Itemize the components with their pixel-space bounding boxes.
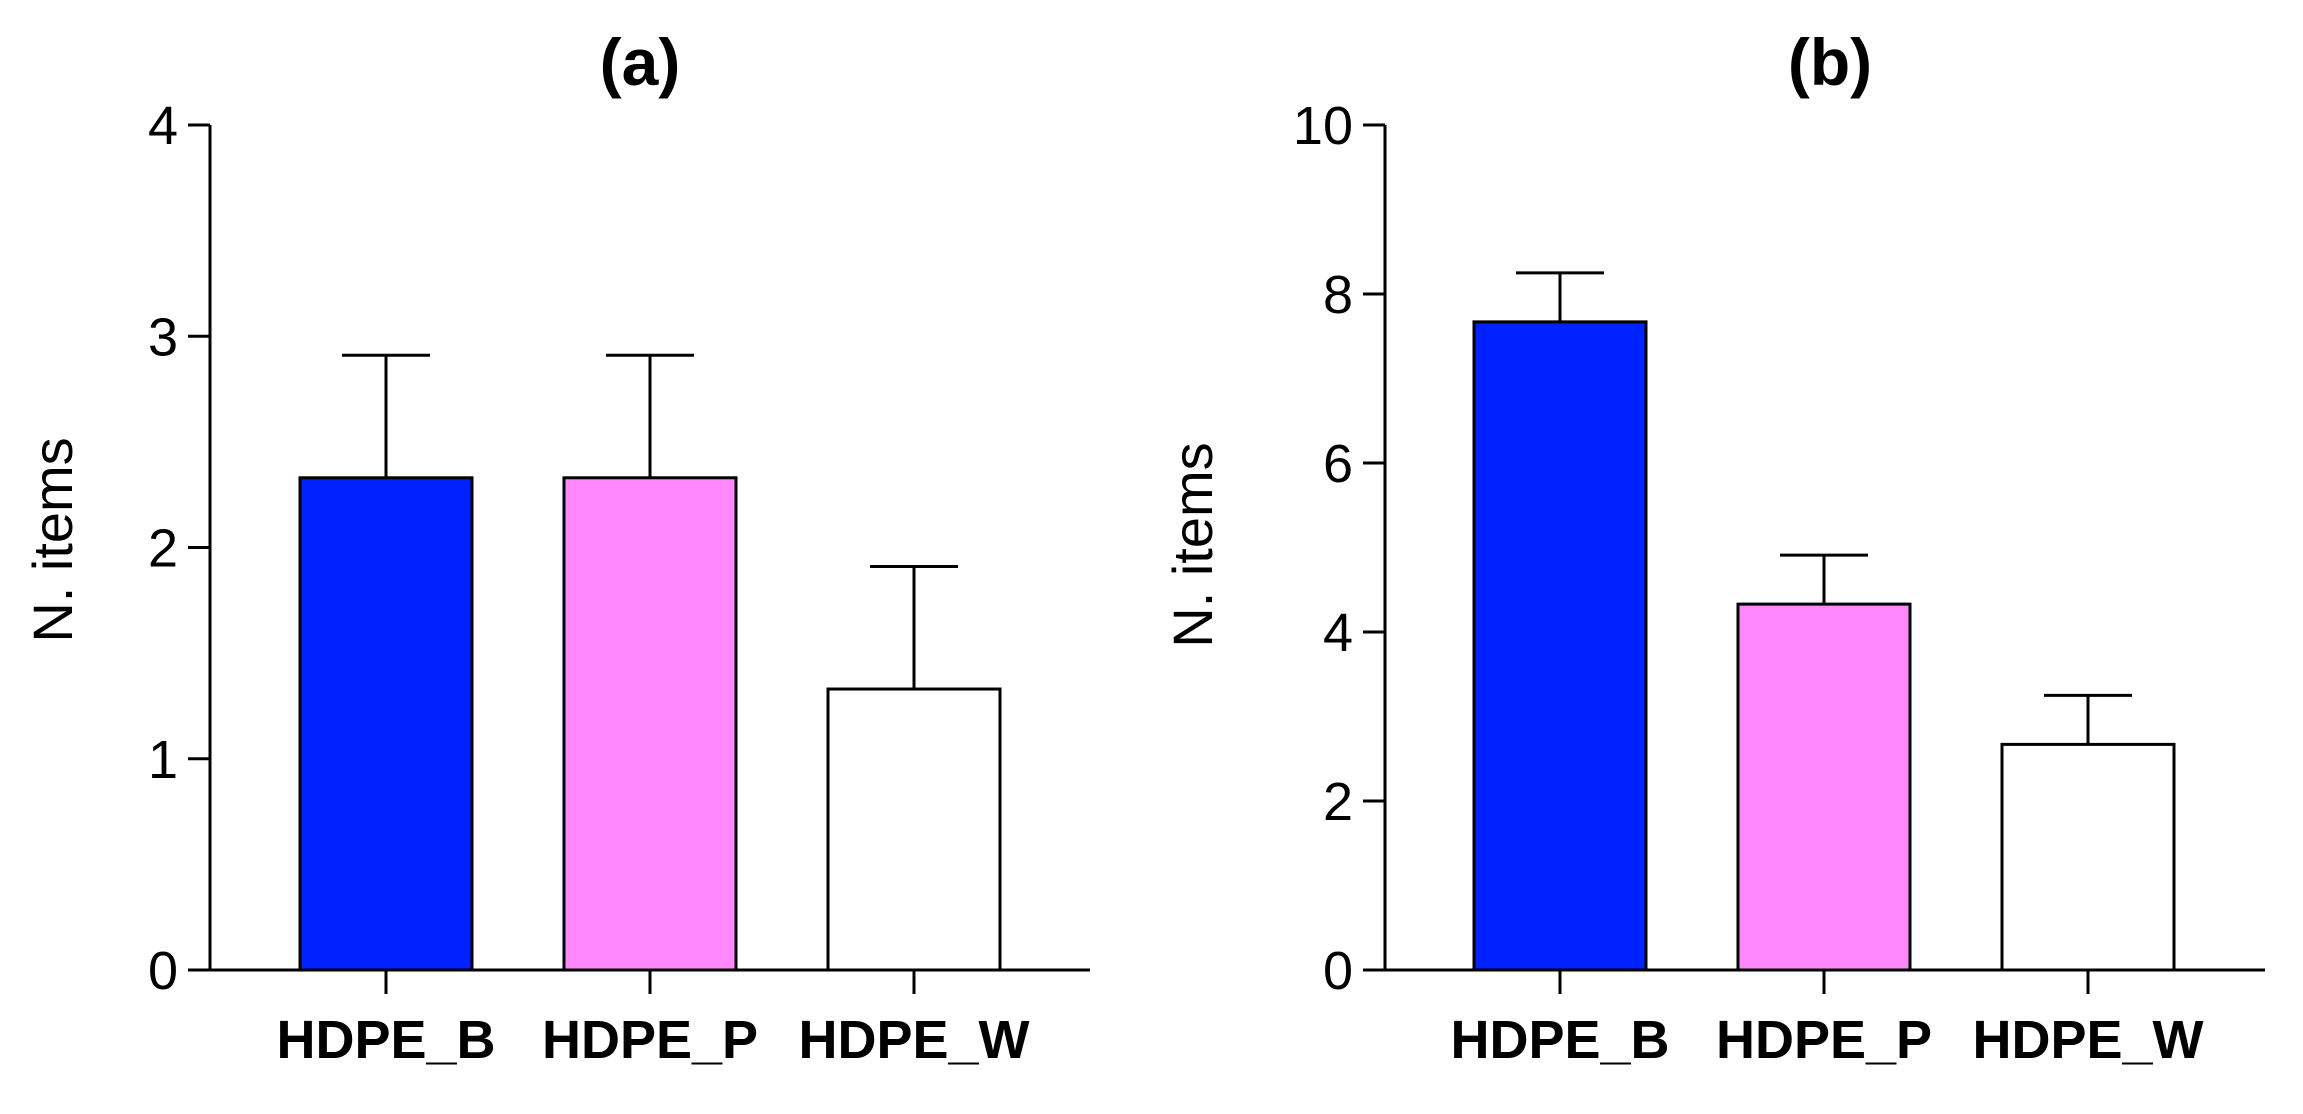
y-tick-label: 10 [1293, 96, 1353, 156]
y-tick-label: 6 [1323, 434, 1353, 494]
y-tick-label: 2 [148, 519, 178, 579]
y-tick-label: 0 [1323, 941, 1353, 1001]
bar-hdpe-w [826, 687, 1002, 972]
y-tick-label: 2 [1323, 772, 1353, 832]
chart-b: (b) N. items 0 2 4 6 8 10 HDPE_B HDPE_P HDPE_W [1161, 25, 2265, 1070]
x-tick-label: HDPE_P [1716, 1010, 1932, 1070]
y-tick-label: 0 [148, 941, 178, 1001]
x-tick-label: HDPE_B [1450, 1010, 1669, 1070]
y-axis-title: N. items [21, 437, 84, 642]
x-tick-label: HDPE_W [798, 1010, 1029, 1070]
y-tick-label: 3 [148, 307, 178, 367]
bar-hdpe-p [562, 476, 738, 972]
y-tick-label: 8 [1323, 265, 1353, 325]
chart-title: (a) [600, 25, 681, 99]
bar-hdpe-w [2000, 742, 2176, 972]
x-tick-label: HDPE_B [276, 1010, 495, 1070]
y-tick-label: 4 [1323, 603, 1353, 663]
chart-title: (b) [1788, 25, 1872, 99]
chart-a: (a) N. items 0 1 2 3 4 HDPE_B HDPE_P HDPE_W [21, 25, 1090, 1070]
x-tick-label: HDPE_W [1972, 1010, 2203, 1070]
x-tick-label: HDPE_P [542, 1010, 758, 1070]
bar-hdpe-b [298, 476, 474, 972]
bar-hdpe-p [1736, 602, 1912, 972]
y-axis-title: N. items [1161, 442, 1224, 647]
y-tick-label: 4 [148, 96, 178, 156]
bar-hdpe-b [1472, 320, 1648, 972]
y-tick-label: 1 [148, 730, 178, 790]
